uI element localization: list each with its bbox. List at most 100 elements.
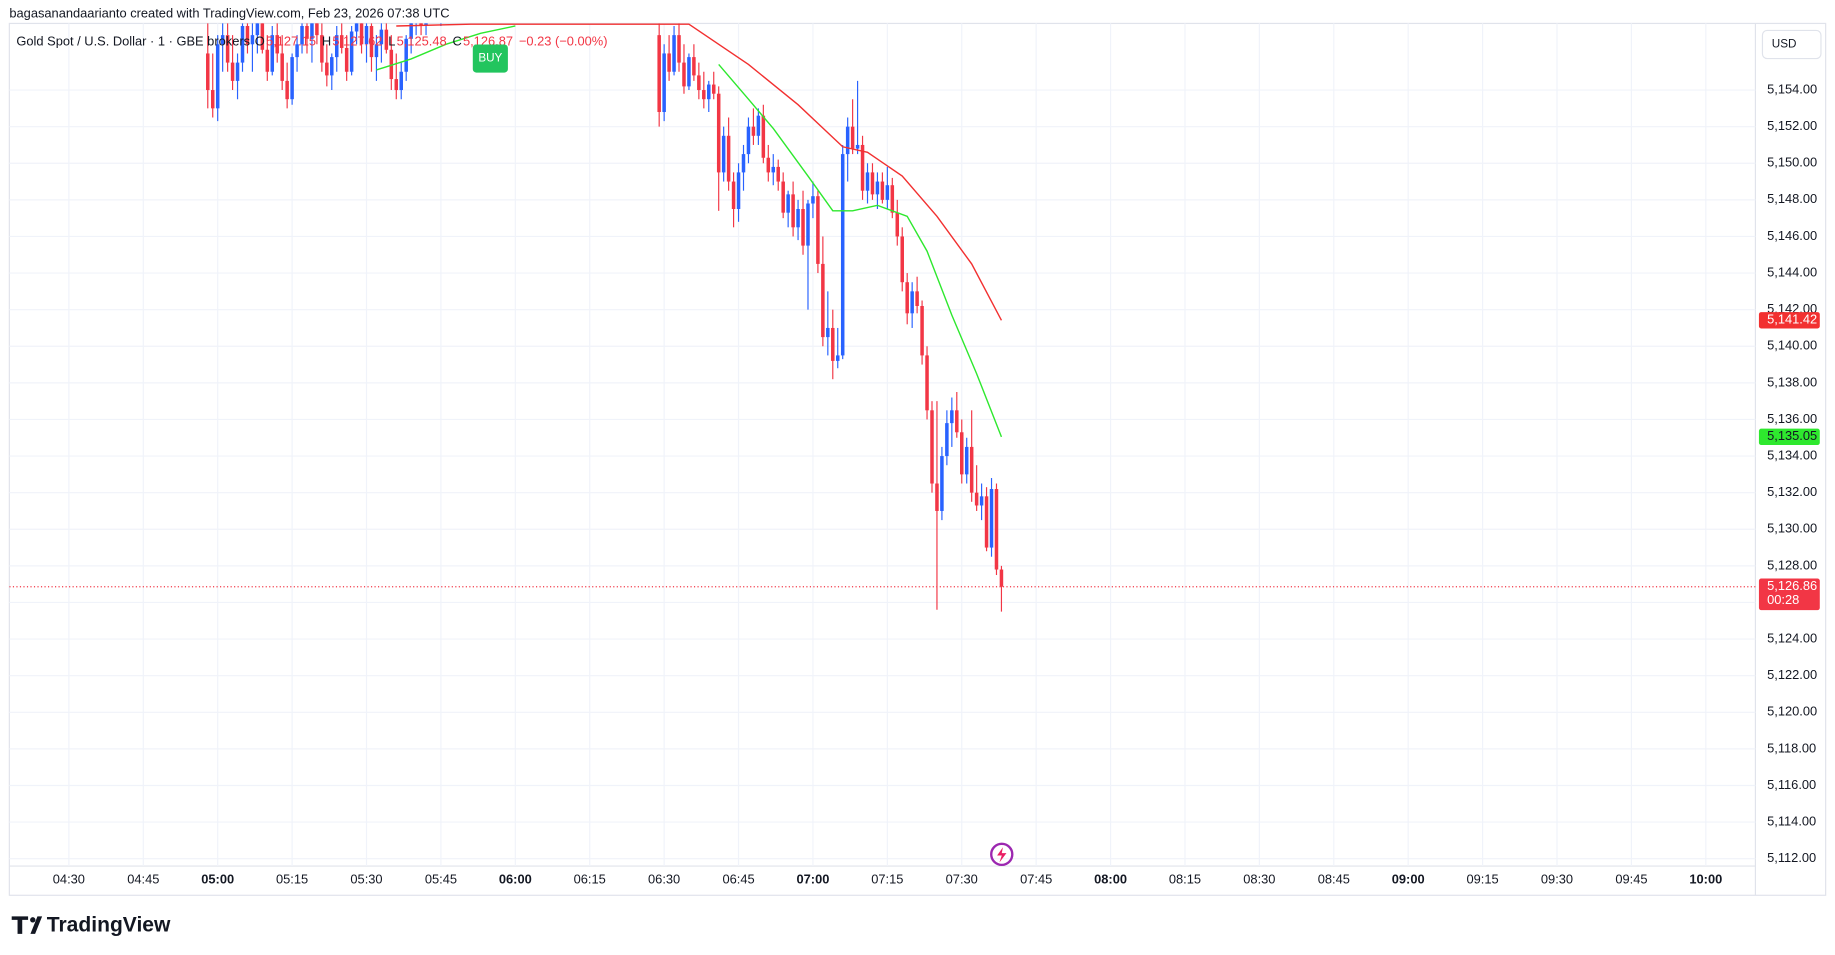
candle-body xyxy=(865,172,870,191)
candle-body xyxy=(960,432,964,475)
x-tick-label: 05:30 xyxy=(350,871,382,886)
buy-label[interactable]: BUY xyxy=(478,52,502,65)
candle-body xyxy=(835,355,840,361)
candle-body xyxy=(260,23,265,50)
candle-body xyxy=(404,38,408,72)
y-tick-label: 5,122.00 xyxy=(1767,667,1817,682)
candle-body xyxy=(364,25,369,45)
countdown: 00:28 xyxy=(1767,592,1799,607)
candle-body xyxy=(215,44,220,109)
candle-body xyxy=(399,71,403,91)
y-tick-label: 5,134.00 xyxy=(1767,447,1817,462)
y-tick-label: 5,152.00 xyxy=(1767,118,1817,133)
candle-body xyxy=(300,25,304,45)
y-tick-label: 5,132.00 xyxy=(1767,484,1817,499)
candle-body xyxy=(721,135,726,173)
brand: TradingView xyxy=(47,913,171,936)
x-tick-label: 07:15 xyxy=(871,871,903,886)
ohlc-legend: O 5,127.15 H 5,127.62 L 5,125.48 C 5,126.87 −0.2… xyxy=(255,34,608,49)
candle-body xyxy=(235,62,240,81)
x-tick-label: 05:00 xyxy=(201,871,234,886)
candle-body xyxy=(320,35,324,63)
candle-body xyxy=(250,35,255,45)
candle-body xyxy=(845,126,850,155)
ohlc-value: 5,127.62 xyxy=(332,34,382,49)
candle-body xyxy=(915,291,919,306)
event-icon[interactable] xyxy=(990,842,1014,867)
event-bolt xyxy=(997,847,1007,863)
ohlc-key: L xyxy=(388,34,395,49)
x-tick-label: 10:00 xyxy=(1689,871,1722,886)
candle-body xyxy=(687,57,691,87)
candle-body xyxy=(731,181,736,210)
candle-body xyxy=(206,53,210,91)
x-tick-label: 04:30 xyxy=(53,871,85,886)
candle-body xyxy=(766,157,771,173)
x-tick-label: 08:15 xyxy=(1169,871,1201,886)
candle-body xyxy=(384,29,389,50)
candle-body xyxy=(756,115,761,136)
candle-body xyxy=(925,355,929,411)
x-tick-label: 06:15 xyxy=(574,871,606,886)
y-tick-label: 5,118.00 xyxy=(1767,740,1816,755)
candle-body xyxy=(305,25,309,39)
pane-border xyxy=(8,22,1827,896)
currency-box[interactable] xyxy=(1761,29,1822,60)
candle-body xyxy=(811,196,815,204)
candle-body xyxy=(682,62,686,87)
candle-body xyxy=(295,44,299,58)
candle-body xyxy=(806,203,810,246)
currency[interactable]: USD xyxy=(1772,38,1797,51)
candle-body xyxy=(945,423,949,457)
candle-body xyxy=(751,126,756,136)
candle-body xyxy=(801,209,805,246)
ohlc-change: −0.23 (−0.00%) xyxy=(519,34,608,49)
candle-body xyxy=(349,31,354,72)
candle-body xyxy=(429,0,433,2)
candle-body xyxy=(716,93,721,173)
x-tick-label: 09:15 xyxy=(1467,871,1499,886)
candle-body xyxy=(285,80,289,100)
y-tick-label: 5,146.00 xyxy=(1767,228,1817,243)
ema-line xyxy=(396,23,1003,321)
y-tick-label: 5,144.00 xyxy=(1767,264,1817,279)
x-tick-label: 08:30 xyxy=(1243,871,1275,886)
y-tick-label: 5,116.00 xyxy=(1767,777,1816,792)
x-tick-label: 09:30 xyxy=(1541,871,1573,886)
candle-body xyxy=(885,185,890,200)
candle-body xyxy=(850,126,855,149)
x-tick-label: 05:45 xyxy=(425,871,457,886)
candle-body xyxy=(776,166,780,182)
x-tick-label: 07:00 xyxy=(797,871,830,886)
candle-body xyxy=(821,263,825,338)
candle-body xyxy=(339,35,344,48)
candle-body xyxy=(369,25,374,58)
candle-body xyxy=(831,327,835,361)
symbol: Gold Spot / U.S. Dollar · 1 · GBE broker… xyxy=(16,34,250,49)
candle-body xyxy=(940,456,944,511)
candle-body xyxy=(389,49,394,80)
x-tick-label: 06:30 xyxy=(648,871,680,886)
candle-body xyxy=(826,327,830,338)
grid xyxy=(9,23,1756,867)
ohlc-key: H xyxy=(322,34,331,49)
y-tick-label: 5,138.00 xyxy=(1767,374,1817,389)
candle-body xyxy=(771,166,776,173)
candle-body xyxy=(979,496,984,506)
candle-body xyxy=(920,305,924,356)
candle-body xyxy=(999,569,1004,587)
candle-body xyxy=(697,75,701,91)
y-tick-label: 5,148.00 xyxy=(1767,191,1817,206)
ema-price-label: 5,135.05 xyxy=(1767,428,1817,443)
candle-body xyxy=(726,135,731,182)
y-tick-label: 5,114.00 xyxy=(1767,813,1816,828)
candle-body xyxy=(677,35,681,63)
candle-body xyxy=(374,44,379,58)
buy-button[interactable] xyxy=(472,44,508,73)
candle-body xyxy=(310,23,314,39)
y-tick-label: 5,112.00 xyxy=(1767,850,1816,865)
candle-body xyxy=(974,492,979,506)
candle-body xyxy=(900,236,904,283)
candle-body xyxy=(860,144,865,191)
